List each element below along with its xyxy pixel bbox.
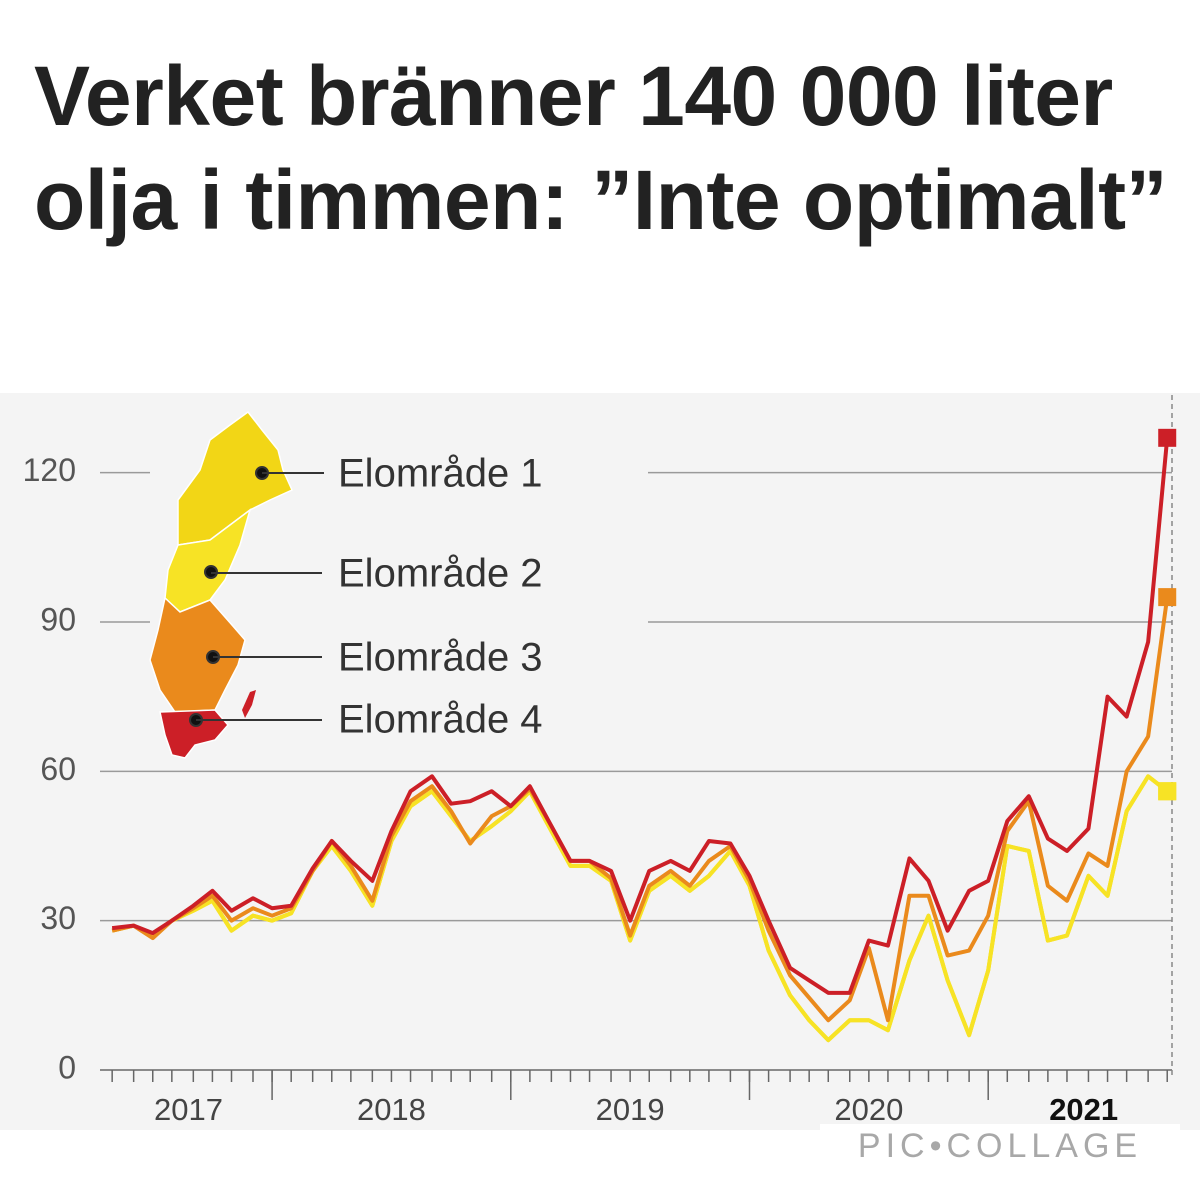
watermark: PIC•COLLAGE (858, 1127, 1142, 1165)
map-region-4 (159, 709, 229, 759)
watermark-box (820, 1124, 1180, 1170)
x-tick-label: 2017 (154, 1092, 223, 1127)
legend-map: Elområde 1 Elområde 2 Elområde 3 Elområd… (149, 410, 543, 759)
y-tick-label: 30 (40, 900, 76, 936)
plot (111, 428, 1177, 1043)
x-tick-label: 2020 (834, 1092, 903, 1127)
end-marker (1158, 428, 1177, 447)
x-tick-label: 2018 (357, 1092, 426, 1127)
y-tick-label: 120 (23, 452, 76, 488)
map-region-2 (164, 508, 252, 613)
y-tick-label: 90 (40, 601, 76, 637)
y-tick-label: 0 (58, 1049, 76, 1085)
end-marker (1158, 782, 1177, 801)
legend-label: Elområde 4 (338, 698, 543, 742)
y-tick-label: 60 (40, 751, 76, 787)
headline: Verket bränner 140 000 liter olja i timm… (34, 49, 1168, 247)
map-region-3 (149, 596, 246, 713)
map-gotland (242, 690, 256, 718)
series-line (111, 596, 1170, 1023)
x-tick-label: 2019 (596, 1092, 665, 1127)
legend-label: Elområde 2 (338, 552, 543, 596)
legend-label: Elområde 3 (338, 636, 543, 680)
x-tick-label: 2021 (1049, 1092, 1118, 1127)
end-marker (1158, 588, 1177, 607)
grid: 0 30 60 90 120 2017 2018 2019 2020 2021 (23, 452, 1172, 1127)
legend-label: Elområde 1 (338, 452, 543, 496)
series-line (111, 437, 1170, 995)
